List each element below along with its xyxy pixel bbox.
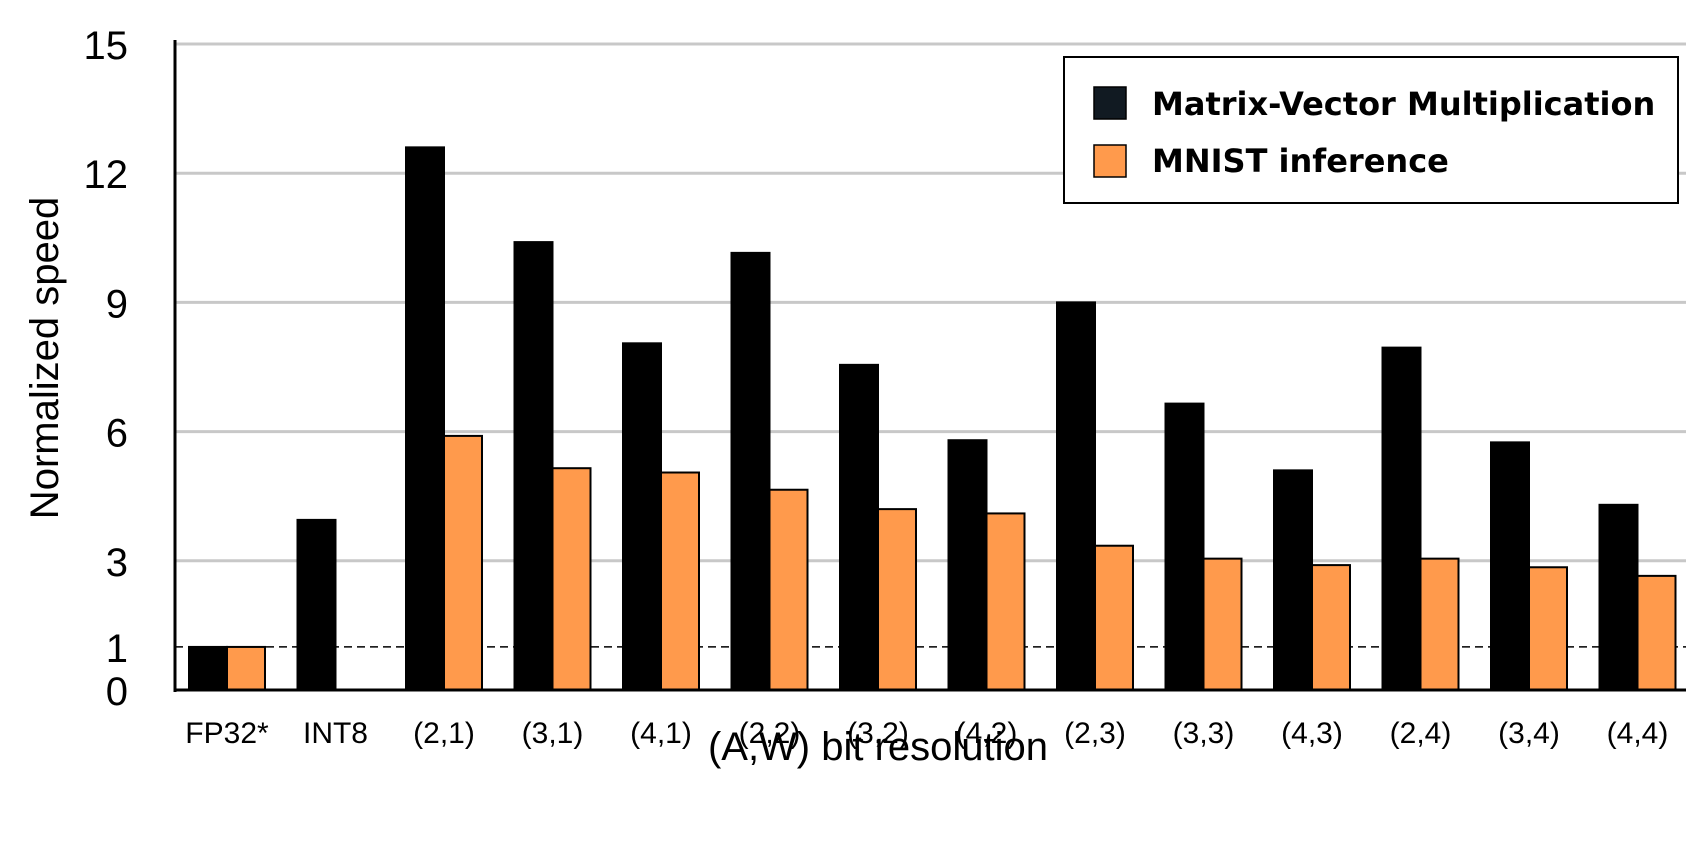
bar-matrix-vector xyxy=(1381,346,1422,691)
x-tick-label: (2,2) xyxy=(739,717,801,750)
legend-swatch-matrix-vector xyxy=(1093,86,1127,120)
legend-box xyxy=(1063,56,1679,204)
bar-mnist xyxy=(985,512,1026,692)
bar-matrix-vector xyxy=(188,645,228,692)
x-tick-label: (4,4) xyxy=(1607,717,1669,750)
bar-mnist xyxy=(660,471,700,691)
y-tick-label: 15 xyxy=(84,24,129,68)
y-tick-label: 1 xyxy=(106,627,128,671)
bar-matrix-vector xyxy=(947,439,988,692)
bar-matrix-vector xyxy=(1273,469,1313,691)
y-tick-label: 12 xyxy=(84,153,129,197)
bar-mnist xyxy=(1419,557,1460,691)
bar-matrix-vector xyxy=(1164,402,1205,691)
x-tick-label: (4,3) xyxy=(1281,717,1343,750)
y-tick-label: 3 xyxy=(106,541,128,585)
bar-matrix-vector xyxy=(1490,441,1530,691)
y-tick-label: 9 xyxy=(106,282,128,326)
legend-label-matrix-vector: Matrix-Vector Multiplication xyxy=(1152,85,1655,123)
x-tick-labels: FP32* INT8 (2,1) (3,1) (4,1) (2,2) (3,2) (4,2) (… xyxy=(185,717,1668,750)
y-axis-title: Normalized speed xyxy=(23,197,67,519)
y-tick-label: 6 xyxy=(106,412,128,456)
bar-mnist xyxy=(1202,557,1243,691)
x-tick-label: (2,1) xyxy=(413,717,475,750)
bar-mnist xyxy=(551,467,592,691)
x-tick-label: (3,2) xyxy=(847,717,909,750)
y-tick-labels: 01 3 6 9 12 15 xyxy=(84,24,129,714)
bar-mnist xyxy=(877,508,917,691)
legend-swatch-mnist xyxy=(1093,144,1127,178)
legend-label-mnist: MNIST inference xyxy=(1152,142,1449,180)
bar-matrix-vector xyxy=(296,518,337,691)
x-tick-label: (3,4) xyxy=(1498,717,1560,750)
x-tick-label: (3,3) xyxy=(1173,717,1235,750)
x-tick-label: (2,3) xyxy=(1064,717,1126,750)
x-tick-label: (4,2) xyxy=(956,717,1018,750)
axes xyxy=(173,40,1686,692)
bar-matrix-vector xyxy=(1598,503,1639,691)
x-tick-label: FP32* xyxy=(185,717,269,750)
y-tick-label: 0 xyxy=(106,670,128,714)
bar-matrix-vector xyxy=(513,241,554,692)
x-axis-title: (A,W) bit resolution xyxy=(708,725,1048,769)
bar-mnist xyxy=(443,434,483,692)
x-tick-label: (2,4) xyxy=(1390,717,1452,750)
bars xyxy=(188,146,1677,692)
bar-matrix-vector xyxy=(839,363,879,691)
x-tick-label: INT8 xyxy=(303,717,368,750)
legend: Matrix-Vector Multiplication MNIST infer… xyxy=(1063,56,1679,204)
x-tick-label: (4,1) xyxy=(630,717,692,750)
bar-mnist xyxy=(768,488,809,691)
bar-mnist xyxy=(1636,574,1677,692)
bar-matrix-vector xyxy=(1056,301,1096,691)
bar-matrix-vector xyxy=(622,342,662,691)
bar-matrix-vector xyxy=(405,146,445,692)
bar-mnist xyxy=(1311,564,1351,692)
x-tick-label: (3,1) xyxy=(522,717,584,750)
bar-mnist xyxy=(1528,566,1568,692)
bar-mnist xyxy=(226,645,266,692)
bar-mnist xyxy=(1094,544,1134,692)
bar-matrix-vector xyxy=(730,251,771,692)
